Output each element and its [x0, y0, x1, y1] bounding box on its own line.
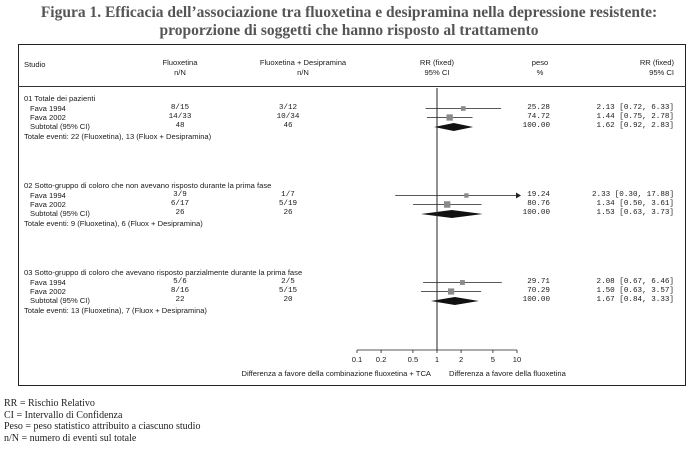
combo-events: 10/34: [276, 113, 300, 121]
subtotal-weight: 100.00: [522, 209, 550, 217]
study-point-square: [443, 201, 451, 208]
header-divider: [18, 86, 686, 87]
study-name: Fava 1994: [30, 104, 66, 113]
combo-events: 3/12: [278, 104, 298, 112]
header-fluox: Fluoxetina: [162, 58, 198, 67]
legend-peso: Peso = peso statistico attribuito a cias…: [4, 421, 201, 432]
subtotal-combo: 20: [283, 296, 293, 304]
subtotal-diamond: [420, 210, 483, 218]
study-rr-text: 1.50 [0.63, 3.57]: [596, 287, 674, 295]
study-point-square: [446, 114, 453, 121]
combo-events: 1/7: [281, 191, 295, 199]
x-tick-label: 1: [435, 355, 439, 364]
figure-title-line2: proporzione di soggetti che hanno rispos…: [159, 22, 539, 39]
x-tick-label: 10: [513, 355, 521, 364]
fluox-events: 6/17: [170, 200, 190, 208]
study-rr-text: 1.44 [0.75, 2.78]: [596, 113, 674, 121]
subtotal-diamond: [434, 123, 474, 131]
study-weight: 19.24: [527, 191, 550, 199]
study-point-square: [460, 280, 465, 285]
study-rr-text: 2.33 [0.30, 17.88]: [591, 191, 674, 199]
subtotal-combo: 46: [283, 122, 293, 130]
header-combo-sub: n/N: [297, 68, 309, 77]
fluox-events: 5/6: [173, 278, 187, 286]
events-total: Totale eventi: 13 (Fluoxetina), 7 (Fluox…: [24, 306, 207, 315]
subtotal-rr-text: 1.62 [0.92, 2.83]: [596, 122, 674, 130]
legend-nn: n/N = numero di eventi sul totale: [4, 432, 137, 444]
study-name: Fava 1994: [30, 191, 66, 200]
study-weight: 29.71: [527, 278, 550, 286]
figure-title: Figura 1. Efficacia dell’associazione tr…: [0, 4, 698, 40]
study-name: Fava 2002: [30, 113, 66, 122]
study-weight: 70.29: [527, 287, 550, 295]
subtotal-weight: 100.00: [522, 296, 550, 304]
fluox-events: 8/16: [170, 287, 190, 295]
subtotal-rr-text: 1.67 [0.84, 3.33]: [596, 296, 674, 304]
study-weight: 74.72: [527, 113, 550, 121]
header-rr-text-sub: 95% CI: [649, 68, 674, 77]
header-rr-plot-sub: 95% CI: [424, 68, 450, 77]
subtotal-label: Subtotal (95% CI): [30, 296, 90, 305]
x-tick-label: 0.2: [376, 355, 387, 364]
figure-title-line1: Figura 1. Efficacia dell’associazione tr…: [40, 4, 658, 21]
header-rr-plot: RR (fixed): [419, 58, 455, 67]
study-point-square: [464, 193, 469, 198]
legend-ci: CI = Intervallo di Confidenza: [4, 409, 123, 421]
x-label-left: Differenza a favore della combinazione f…: [242, 369, 432, 378]
subtotal-fluox: 22: [175, 296, 185, 304]
legend-block: RR = Rischio Relativo CI = Intervallo di…: [4, 398, 200, 444]
study-rr-text: 1.34 [0.50, 3.61]: [596, 200, 674, 208]
header-studio: Studio: [24, 60, 46, 69]
header-fluox-sub: n/N: [174, 68, 186, 77]
combo-events: 5/15: [278, 287, 298, 295]
subtotal-fluox: 26: [175, 209, 185, 217]
fluox-events: 3/9: [173, 191, 187, 199]
header-rr-text: RR (fixed): [639, 58, 674, 67]
group-title: 03 Sotto-gruppo di coloro che avevano ri…: [24, 268, 303, 277]
x-tick-label: 0.1: [352, 355, 363, 364]
forest-plot-frame: [18, 44, 686, 386]
study-rr-text: 2.08 [0.67, 6.46]: [596, 278, 674, 286]
x-tick-label: 0.5: [408, 355, 419, 364]
study-point-square: [460, 106, 466, 111]
study-name: Fava 2002: [30, 287, 66, 296]
combo-events: 2/5: [281, 278, 295, 286]
subtotal-label: Subtotal (95% CI): [30, 122, 90, 131]
events-total: Totale eventi: 22 (Fluoxetina), 13 (Fluo…: [24, 132, 212, 141]
x-label-right: Differenza a favore della fluoxetina: [449, 369, 567, 378]
combo-events: 5/19: [278, 200, 298, 208]
study-name: Fava 1994: [30, 278, 66, 287]
header-peso: peso: [531, 58, 549, 67]
subtotal-rr-text: 1.53 [0.63, 3.73]: [596, 209, 674, 217]
header-peso-sub: %: [536, 68, 544, 77]
x-tick-label: 2: [459, 355, 463, 364]
fluox-events: 14/33: [168, 113, 192, 121]
subtotal-diamond: [430, 297, 479, 305]
subtotal-combo: 26: [283, 209, 293, 217]
fluox-events: 8/15: [170, 104, 190, 112]
x-tick-label: 5: [491, 355, 495, 364]
subtotal-fluox: 48: [175, 122, 185, 130]
legend-rr: RR = Rischio Relativo: [4, 398, 95, 409]
header-combo: Fluoxetina + Desipramina: [259, 58, 347, 67]
group-title: 01 Totale dei pazienti: [24, 94, 96, 103]
group-title: 02 Sotto-gruppo di coloro che non avevan…: [24, 181, 272, 190]
ci-arrow: [516, 192, 521, 199]
subtotal-label: Subtotal (95% CI): [30, 209, 90, 218]
study-weight: 80.76: [527, 200, 550, 208]
study-point-square: [448, 288, 455, 295]
study-name: Fava 2002: [30, 200, 66, 209]
subtotal-weight: 100.00: [522, 122, 550, 130]
study-rr-text: 2.13 [0.72, 6.33]: [596, 104, 674, 112]
events-total: Totale eventi: 9 (Fluoxetina), 6 (Fluox …: [24, 219, 203, 228]
study-weight: 25.28: [527, 104, 550, 112]
